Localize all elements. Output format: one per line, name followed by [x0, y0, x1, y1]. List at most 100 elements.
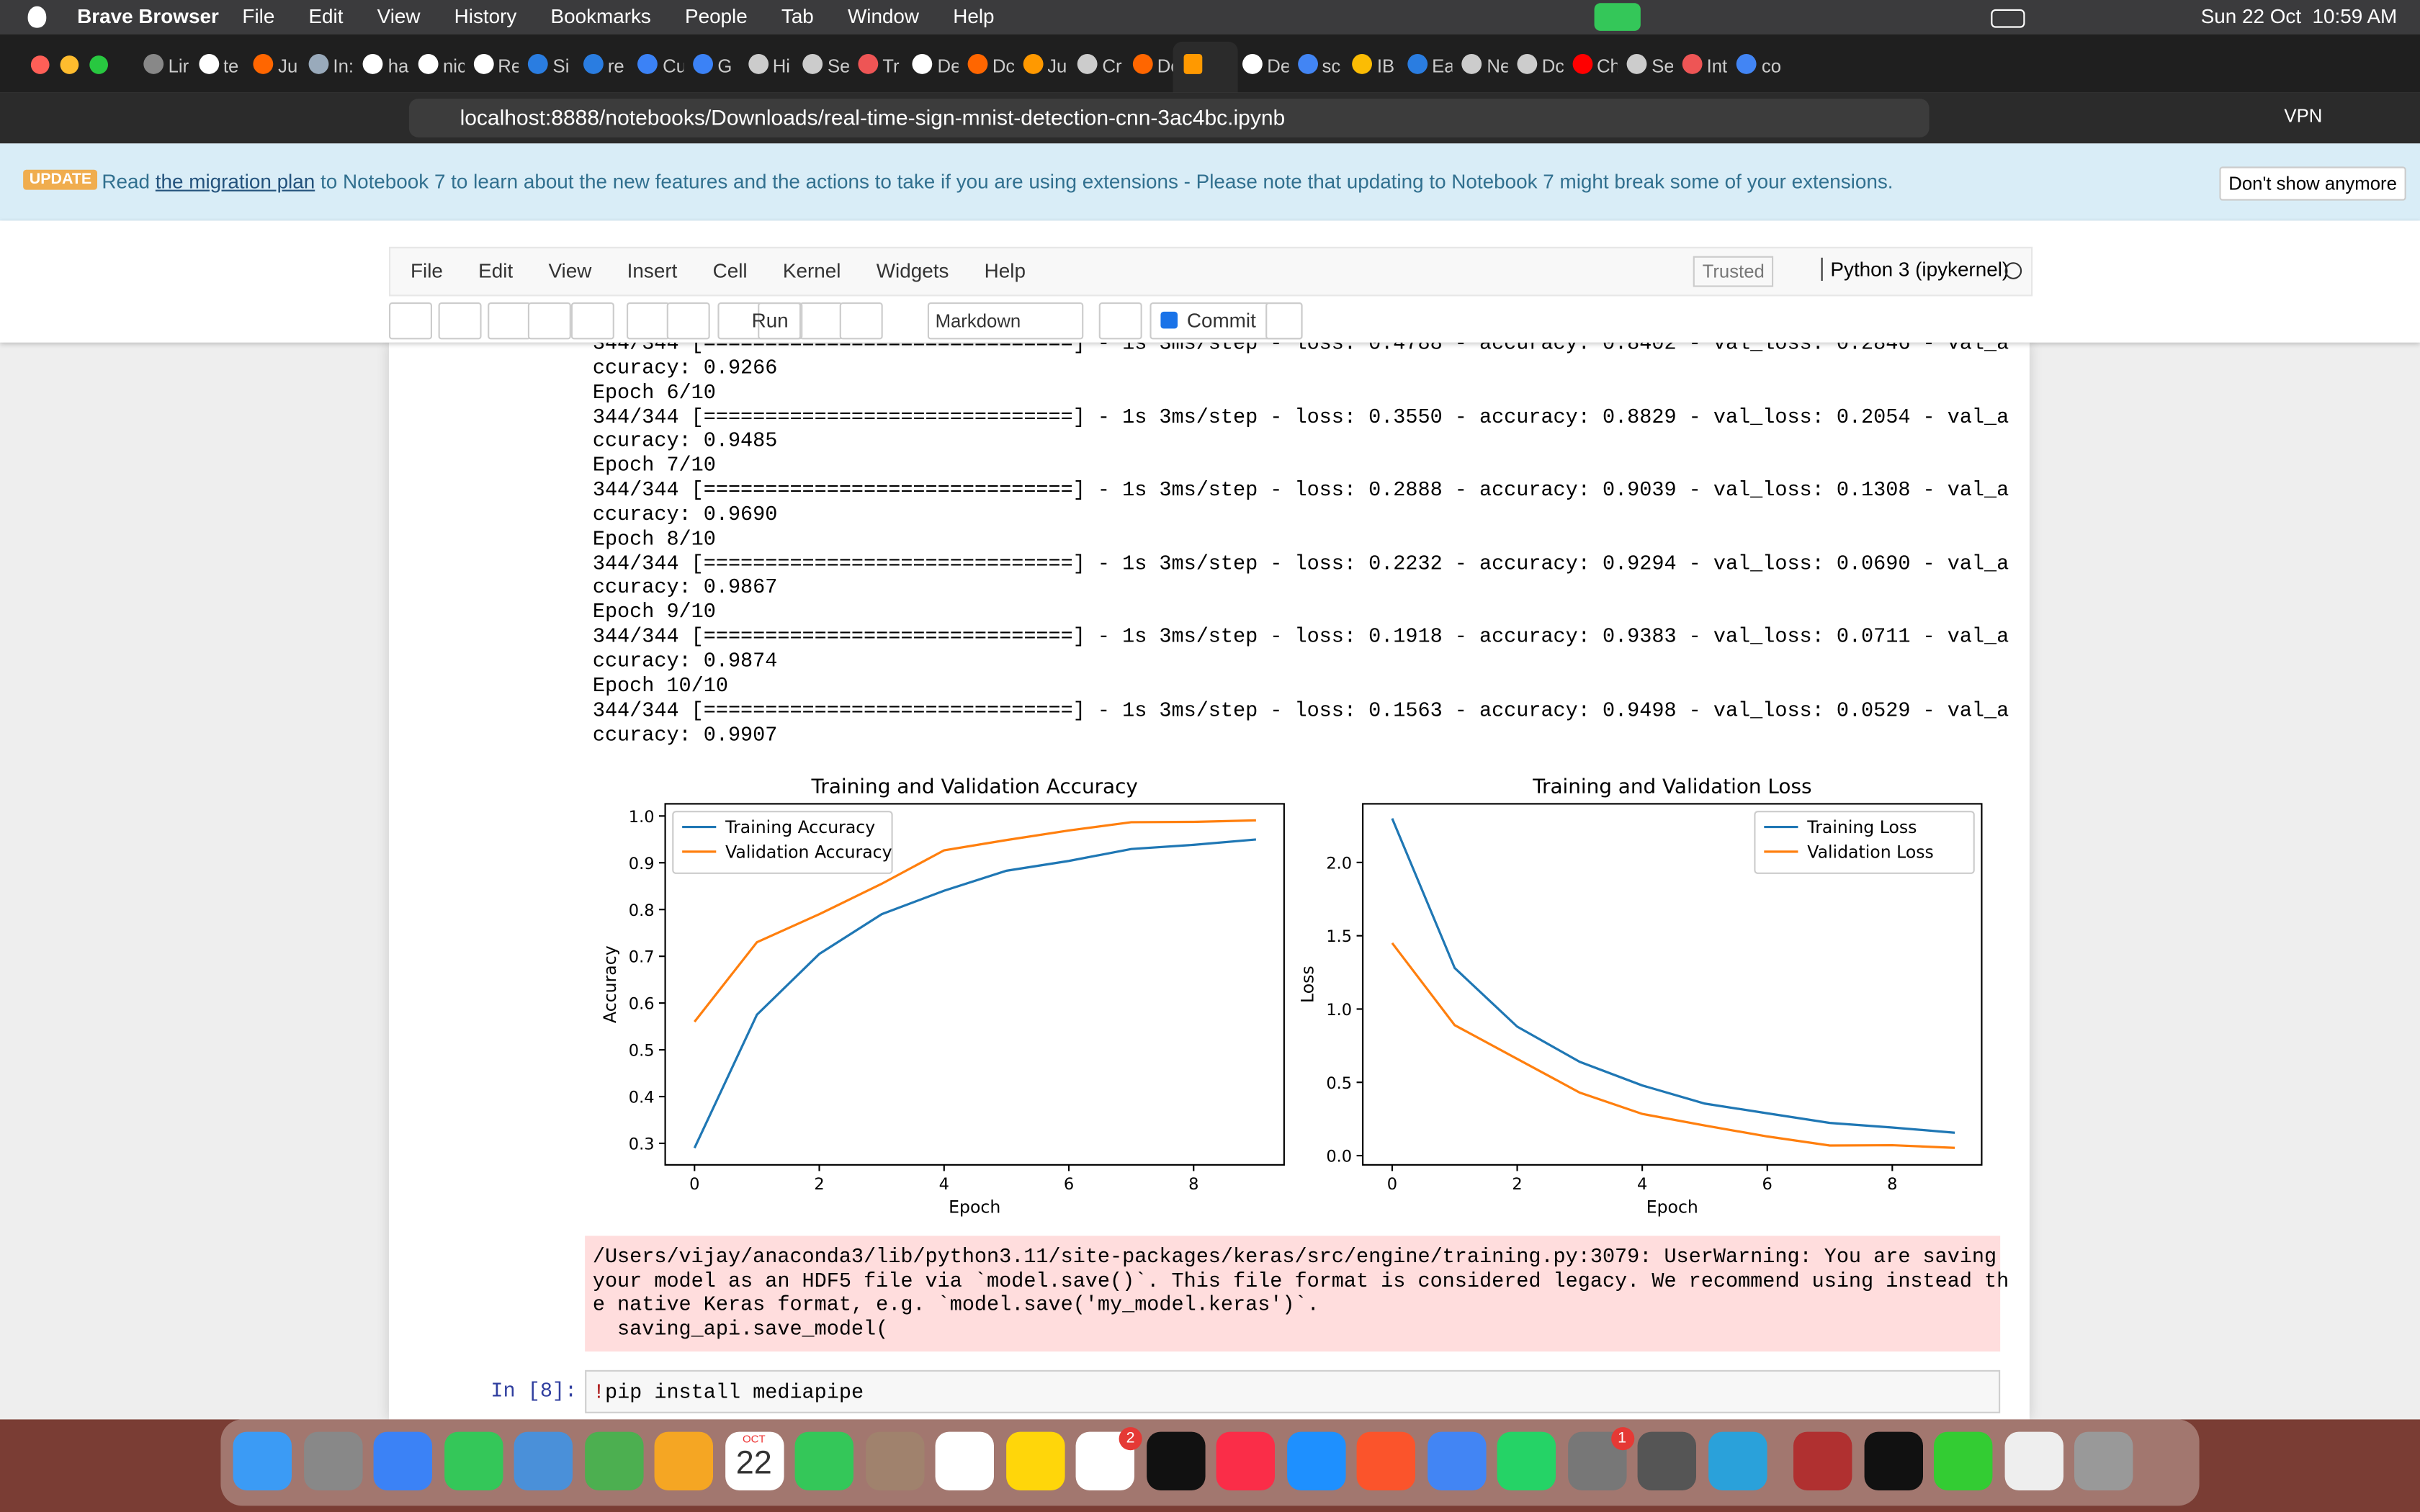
toolbar-button[interactable] [488, 302, 532, 340]
tab-title[interactable]: Int [1706, 55, 1728, 78]
menu-item[interactable]: View [377, 4, 421, 28]
vpn[interactable]: VPN [2284, 104, 2323, 127]
notebook-menu-item[interactable]: Insert [627, 259, 678, 283]
dock-icon[interactable] [1863, 1431, 1922, 1490]
notebook-menu-item[interactable]: View [548, 259, 592, 283]
tab-title[interactable]: De [937, 55, 959, 78]
cell-type[interactable]: Markdown [935, 310, 1021, 332]
dock-icon[interactable] [935, 1431, 994, 1490]
toolbar-button[interactable] [527, 302, 571, 340]
active-tab[interactable] [1173, 41, 1238, 93]
address-field[interactable] [408, 99, 1930, 138]
minimize-button[interactable] [60, 55, 79, 74]
apple-logo[interactable] [27, 6, 47, 28]
menu-item[interactable]: Window [847, 4, 920, 28]
input-cell[interactable]: !pip install mediapipe [585, 1369, 2001, 1413]
tab-title[interactable]: New T [1487, 55, 1507, 78]
tab-title[interactable]: nic [443, 55, 464, 78]
dock-icon[interactable] [1286, 1431, 1345, 1490]
dock-icon[interactable] [1708, 1431, 1767, 1490]
menu-item[interactable]: Help [953, 4, 995, 28]
menu-item[interactable]: Bookmarks [550, 4, 651, 28]
tab-title[interactable]: Ju [1047, 55, 1067, 78]
tab-title[interactable]: Cu [663, 55, 684, 78]
toolbar-button[interactable] [1098, 302, 1142, 340]
toolbar-button[interactable] [570, 302, 614, 340]
toolbar-button[interactable] [438, 302, 482, 340]
tab-title[interactable]: Hi [772, 55, 791, 78]
menu-item[interactable]: Edit [308, 4, 344, 28]
dock-icon[interactable] [514, 1431, 573, 1490]
battery[interactable] [1991, 9, 2025, 28]
clock[interactable]: Sun 22 Oct 10:59 AM [2200, 4, 2398, 28]
tab-title[interactable]: Si [552, 55, 570, 78]
dock-icon[interactable] [725, 1431, 784, 1490]
dock-icon[interactable] [654, 1431, 713, 1490]
tab-title[interactable]: te [223, 55, 239, 78]
code-text[interactable]: pip install mediapipe [604, 1380, 864, 1404]
dock-icon[interactable] [794, 1431, 853, 1490]
tab-title[interactable]: Re [498, 55, 519, 78]
tab-title[interactable]: ha [387, 55, 409, 78]
menu-item[interactable]: People [684, 4, 748, 28]
tab-title[interactable]: Ea [1432, 55, 1453, 78]
dock-icon[interactable] [584, 1431, 643, 1490]
toolbar-button[interactable] [799, 302, 843, 340]
camera-indicator[interactable] [1594, 3, 1641, 31]
tab-title[interactable]: Ch [1596, 55, 1618, 78]
tab-title[interactable]: co [1761, 55, 1782, 78]
tab-title[interactable]: re [607, 55, 624, 78]
toolbar-button[interactable] [389, 302, 432, 340]
dock-icon[interactable] [865, 1431, 924, 1490]
toolbar-button[interactable] [839, 302, 883, 340]
menu-item[interactable]: File [242, 4, 275, 28]
tab-title[interactable]: Dc [992, 55, 1013, 78]
trusted[interactable]: Trusted [1693, 256, 1774, 287]
toolbar-button[interactable] [666, 302, 710, 340]
cell-type-select[interactable] [927, 302, 1084, 340]
dock-icon[interactable] [1793, 1431, 1852, 1490]
tab-title[interactable]: Tr [882, 55, 900, 78]
tab-title[interactable]: G [717, 55, 732, 78]
tab-title[interactable]: Cr [1102, 55, 1122, 78]
code-bang[interactable]: ! [592, 1380, 605, 1404]
tab-title[interactable]: Se [1652, 55, 1673, 78]
tab-title[interactable]: Lir [168, 55, 189, 78]
dock-icon[interactable] [1497, 1431, 1556, 1490]
dock-icon[interactable] [233, 1431, 292, 1490]
notebook-menu-item[interactable]: Help [984, 259, 1026, 283]
code[interactable]: !pip install mediapipe [593, 1381, 864, 1404]
dock-icon[interactable] [1427, 1431, 1486, 1490]
app-name[interactable]: Brave Browser [77, 4, 219, 28]
dock-icon[interactable] [1637, 1431, 1696, 1490]
tab-title[interactable]: In: [333, 55, 354, 78]
notebook-menu-item[interactable]: File [411, 259, 443, 283]
dock-icon[interactable] [1146, 1431, 1205, 1490]
run-label[interactable]: Run [751, 308, 789, 332]
address[interactable]: localhost:8888/notebooks/Downloads/real-… [460, 104, 1286, 130]
menu-item[interactable]: History [454, 4, 517, 28]
dock-icon[interactable] [444, 1431, 503, 1490]
notebook-menu-item[interactable]: Widgets [876, 259, 949, 283]
toolbar-button[interactable] [627, 302, 670, 340]
dock-icon[interactable] [1934, 1431, 1993, 1490]
tab-title[interactable]: Ju [278, 55, 298, 78]
dock-icon[interactable] [1216, 1431, 1275, 1490]
tab-title[interactable]: De [1267, 55, 1288, 78]
run-button[interactable] [717, 302, 803, 340]
menu-item[interactable]: Tab [781, 4, 814, 28]
kernel-name[interactable]: Python 3 (ipykernel) [1821, 257, 2009, 281]
dismiss-button[interactable]: Don't show anymore [2219, 166, 2406, 201]
close-button[interactable] [30, 55, 50, 74]
dock-icon[interactable] [2004, 1431, 2063, 1490]
zoom-button[interactable] [89, 55, 108, 74]
commit-label[interactable]: Commit [1186, 308, 1256, 332]
tab-title[interactable]: Dc [1541, 55, 1563, 78]
dock-icon[interactable] [1356, 1431, 1415, 1490]
commit-button[interactable] [1150, 302, 1303, 340]
notebook-menu-item[interactable]: Cell [712, 259, 748, 283]
notebook-menu-item[interactable]: Edit [478, 259, 514, 283]
dock-icon[interactable] [1005, 1431, 1065, 1490]
dock-icon[interactable] [2074, 1431, 2133, 1490]
dock-icon[interactable] [303, 1431, 362, 1490]
